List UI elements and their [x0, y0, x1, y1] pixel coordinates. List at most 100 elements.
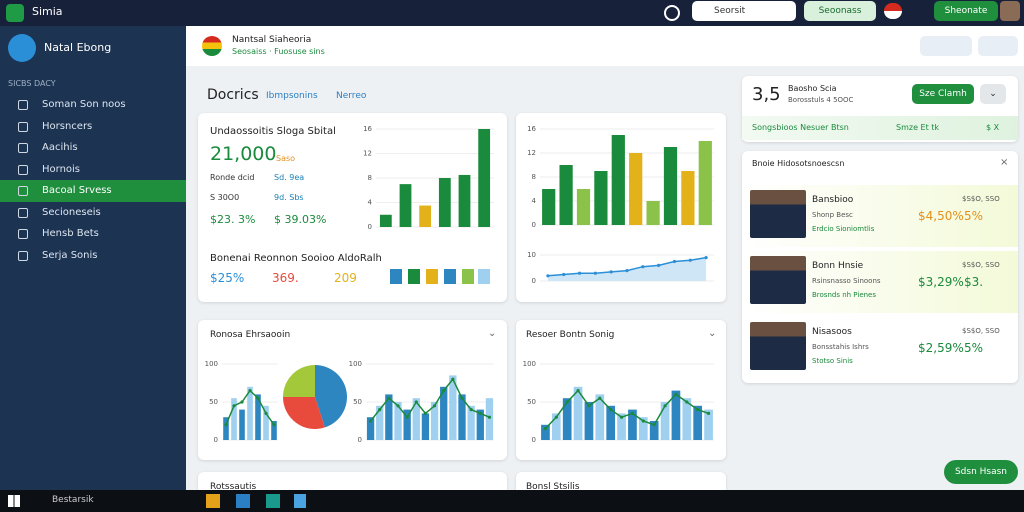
y-tick-label: 4	[532, 197, 537, 205]
menu-item[interactable]: Serja Sonis	[0, 245, 186, 267]
bar	[449, 375, 457, 440]
point	[240, 400, 244, 404]
menu-item[interactable]: Hornois	[0, 159, 186, 181]
card: Resoer Bontn Sonig ⌄ 0 50 100	[516, 320, 726, 460]
bar	[663, 147, 678, 225]
pie-slice	[283, 397, 325, 429]
dropdown[interactable]: ⌄	[980, 84, 1006, 104]
app-icon	[6, 4, 24, 22]
section-label: SICBS DACY	[8, 79, 56, 88]
point	[264, 411, 268, 415]
point	[609, 408, 613, 412]
tab[interactable]: Nerreo	[336, 91, 367, 101]
card: Undaossoitis Sloga Sbital 21,000 Saso Bo…	[198, 113, 507, 302]
task-icons[interactable]	[206, 494, 306, 508]
name: Nisasoos	[812, 327, 852, 337]
bar-chart: 0 50 100	[205, 360, 278, 444]
sub: Rsinsnasso Sinoons	[812, 277, 881, 285]
point	[423, 411, 428, 415]
close[interactable]: ×	[1000, 157, 1009, 168]
value: $4,50%	[918, 209, 964, 223]
card-title: Ronosa Ehrsaooin	[210, 330, 291, 340]
list-card: Bnoie Hidosotsnoescsn × Bansbioo Shonp Be…	[742, 151, 1018, 383]
stat: $25%	[210, 271, 245, 285]
strip: Songsbioos Nesuer Btsn Smze Et tk $ X	[742, 116, 1018, 140]
bar	[476, 409, 484, 440]
bar	[399, 184, 412, 227]
menu-item[interactable]: Aacihis	[0, 137, 186, 159]
logo	[8, 34, 36, 62]
stat-row: $23. 3%	[210, 213, 256, 226]
tag: Saso	[276, 154, 296, 163]
tab[interactable]: Ibmpsonins	[266, 91, 318, 101]
menu-item[interactable]: Secioneseis	[0, 202, 186, 224]
bar	[223, 417, 229, 440]
stat: 209	[334, 271, 357, 285]
point	[577, 271, 582, 275]
button[interactable]: Seoonass	[804, 1, 876, 21]
sidebar: Natal Ebong SICBS DACY Soman Son noos Hor…	[0, 26, 186, 490]
card: 0 4 8 12 16 0 10	[516, 113, 726, 302]
menu-item[interactable]: Soman Son noos	[0, 94, 186, 116]
y-tick-label: 12	[363, 150, 372, 158]
button[interactable]: Sheonate	[934, 1, 998, 21]
point	[562, 272, 566, 277]
list-title: Bnoie Hidosotsnoescsn	[752, 159, 845, 168]
bar	[584, 402, 594, 440]
app-name: Simia	[32, 5, 63, 18]
bar	[559, 165, 573, 225]
start[interactable]	[8, 495, 20, 507]
button[interactable]: Sdsn Hsasn	[944, 460, 1018, 484]
bar	[430, 402, 439, 440]
menu-item[interactable]: Horsncers	[0, 116, 186, 138]
pct: $3.	[964, 275, 984, 289]
summary: 3,5 Baosho Scia Borosstuls 4 5OOC Sze Cl…	[742, 76, 1018, 142]
point	[405, 415, 409, 419]
point	[378, 408, 382, 412]
avatar[interactable]	[1000, 1, 1020, 21]
swatches	[390, 269, 490, 284]
search-icon[interactable]	[664, 5, 680, 21]
bar	[594, 171, 608, 225]
menu-icon	[18, 121, 28, 132]
stat-row: $ 39.03%	[274, 213, 327, 226]
task-search[interactable]: Bestarsik	[52, 495, 94, 505]
menu-item[interactable]: Hensb Bets	[0, 223, 186, 245]
point	[576, 389, 580, 393]
point	[657, 263, 661, 267]
menu-icon	[18, 250, 28, 261]
chevron[interactable]: ⌄	[488, 328, 497, 339]
bar	[576, 189, 591, 225]
strip-text: $ X	[986, 123, 1000, 132]
y-tick-label: 8	[532, 173, 536, 181]
bar	[681, 171, 695, 225]
search-box[interactable]: Seorsit	[692, 1, 796, 21]
bar	[649, 421, 659, 440]
line	[369, 377, 490, 422]
y-tick-label: 16	[527, 125, 536, 133]
chevron[interactable]: ⌄	[708, 328, 717, 339]
point	[232, 404, 236, 408]
point	[641, 419, 645, 423]
bar	[693, 405, 703, 440]
point	[593, 271, 597, 275]
bar	[458, 174, 471, 227]
note: Stotso Sinis	[812, 357, 853, 365]
bar	[551, 413, 561, 440]
icon-button[interactable]	[978, 36, 1018, 56]
bar	[440, 386, 448, 440]
y-tick-label: 0	[532, 277, 536, 285]
y-tick-label: 16	[363, 125, 372, 133]
bar	[421, 413, 430, 440]
top-value: $S$O, SSO	[962, 261, 1000, 269]
point	[387, 396, 391, 400]
bar	[263, 405, 269, 440]
bar	[682, 398, 692, 440]
flag	[884, 3, 902, 19]
button[interactable]: Sze Clamh	[912, 84, 974, 104]
card: Ronosa Ehrsaooin ⌄ 0 50 100 0 50 100	[198, 320, 507, 460]
menu-item[interactable]: Bacoal Srvess	[0, 180, 186, 202]
bar	[458, 394, 466, 440]
icon-button[interactable]	[920, 36, 972, 56]
point	[587, 404, 591, 408]
